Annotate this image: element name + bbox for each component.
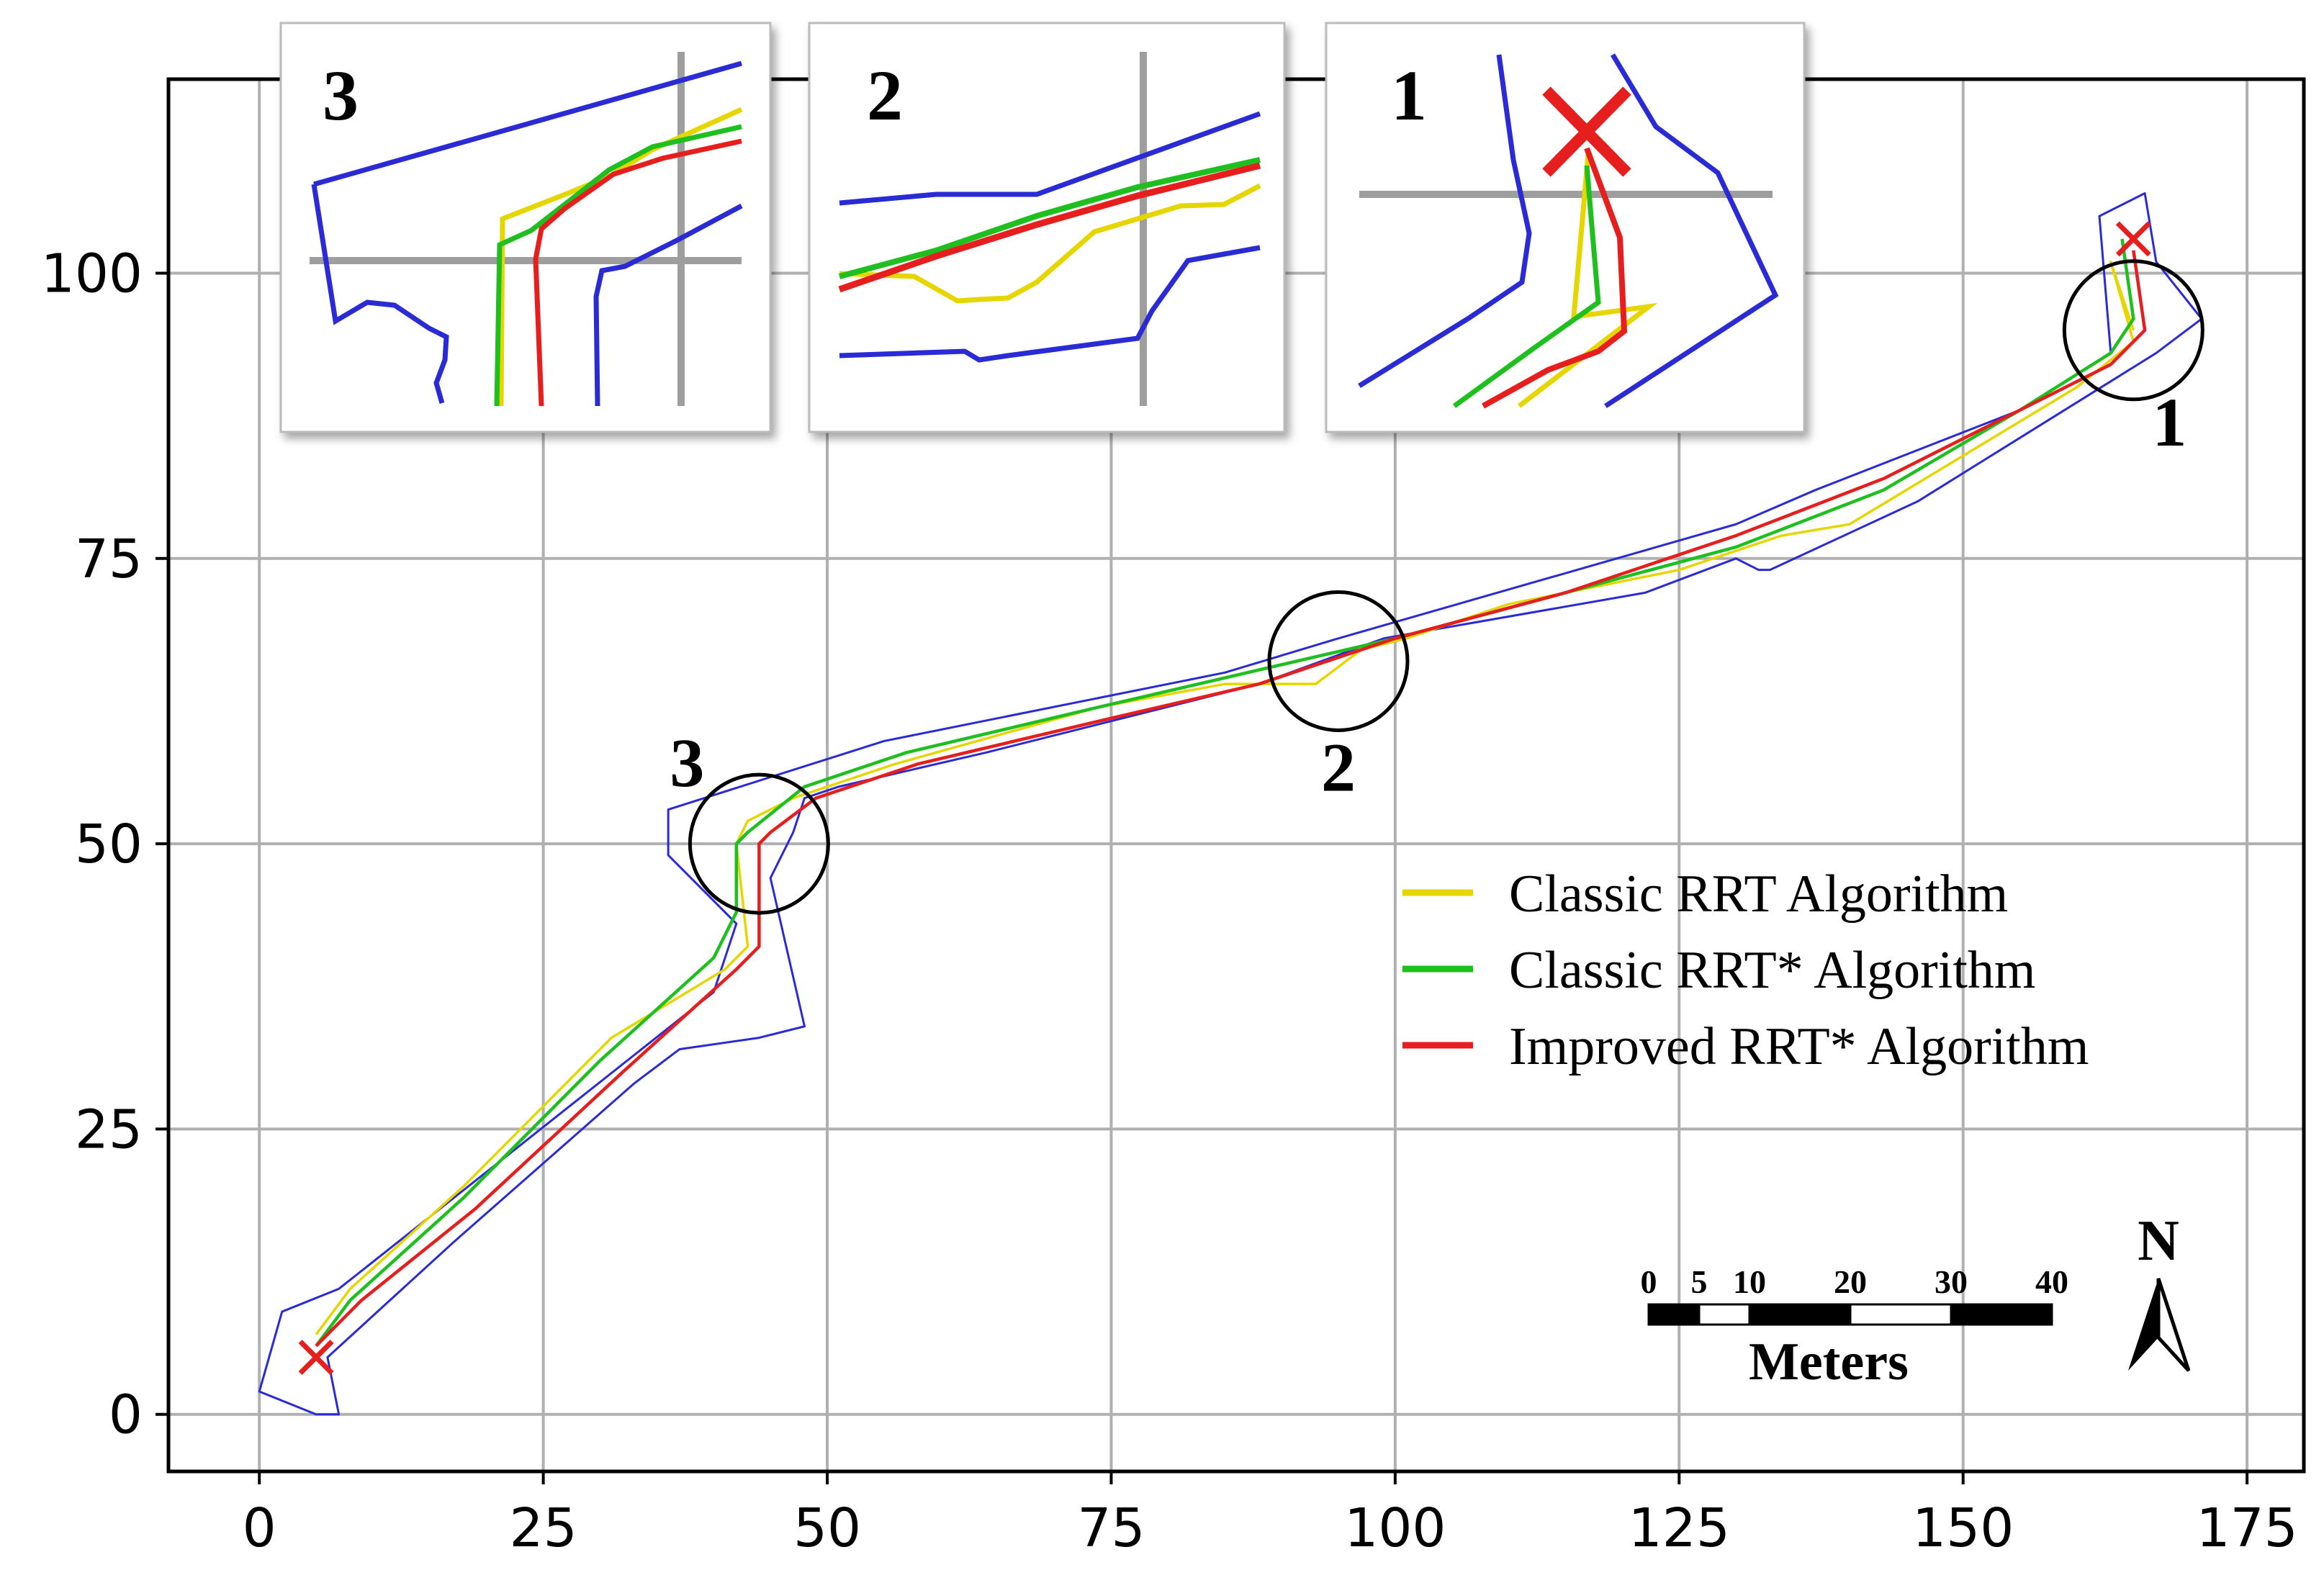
corridor-outline (258, 192, 2203, 1416)
north-arrow-icon: N (2128, 1209, 2191, 1372)
start-goal-markers (298, 221, 2151, 1375)
start-marker (298, 1340, 334, 1375)
callout-label: 2 (1321, 729, 1356, 806)
x-tick-label: 75 (1077, 1497, 1145, 1559)
legend: Classic RRT Algorithm Classic RRT* Algor… (1402, 865, 2089, 1076)
corridor-boundary (258, 192, 2203, 1416)
inset-label: 3 (323, 55, 359, 135)
scale-bar: 0 5 10 20 30 40 Meters (1641, 1263, 2069, 1392)
callout-circle (688, 772, 830, 915)
goal-marker-stroke (2115, 221, 2151, 257)
x-tick-label: 175 (2196, 1497, 2297, 1559)
callout-label: 1 (2152, 384, 2186, 461)
inset-2: 2 (808, 22, 1286, 433)
paths (315, 238, 2147, 1348)
x-tick-label: 25 (510, 1497, 577, 1559)
scale-number: 40 (2035, 1263, 2068, 1300)
x-tick-label: 100 (1344, 1497, 1446, 1559)
start-marker-stroke (298, 1340, 334, 1375)
north-label: N (2138, 1209, 2179, 1273)
x-tick-label: 50 (793, 1497, 861, 1559)
inset-1: 1 (1325, 22, 1806, 433)
series-line (315, 250, 2147, 1348)
y-tick-label: 100 (41, 243, 143, 305)
scale-number: 30 (1935, 1263, 1968, 1300)
y-tick-label: 0 (109, 1384, 143, 1446)
scale-number: 10 (1733, 1263, 1766, 1300)
y-tick-label: 75 (75, 528, 143, 590)
zoom-callouts: 3 2 1 (670, 259, 2204, 915)
series-line (315, 260, 2135, 1335)
scale-number: 5 (1691, 1263, 1708, 1300)
scale-unit: Meters (1749, 1332, 1909, 1392)
legend-label: Classic RRT Algorithm (1509, 865, 2008, 924)
x-tick-label: 125 (1629, 1497, 1730, 1559)
inset-label: 2 (867, 55, 903, 135)
callout-circle (2062, 259, 2204, 402)
callout-label: 3 (670, 724, 704, 801)
scale-number: 20 (1834, 1263, 1867, 1300)
legend-label: Classic RRT* Algorithm (1509, 941, 2035, 1000)
series-line (315, 238, 2135, 1347)
y-tick-label: 50 (75, 813, 143, 875)
callout-circle (1267, 590, 1410, 732)
x-tick-label: 150 (1912, 1497, 2014, 1559)
goal-marker (2115, 221, 2151, 257)
y-tick-label: 25 (75, 1099, 143, 1160)
inset-3: 3 (279, 22, 772, 433)
scale-number: 0 (1641, 1263, 1657, 1300)
x-tick-label: 0 (243, 1497, 276, 1559)
inset-label: 1 (1391, 55, 1427, 135)
zoom-insets: 3 2 (279, 22, 1806, 433)
legend-label: Improved RRT* Algorithm (1509, 1017, 2089, 1076)
